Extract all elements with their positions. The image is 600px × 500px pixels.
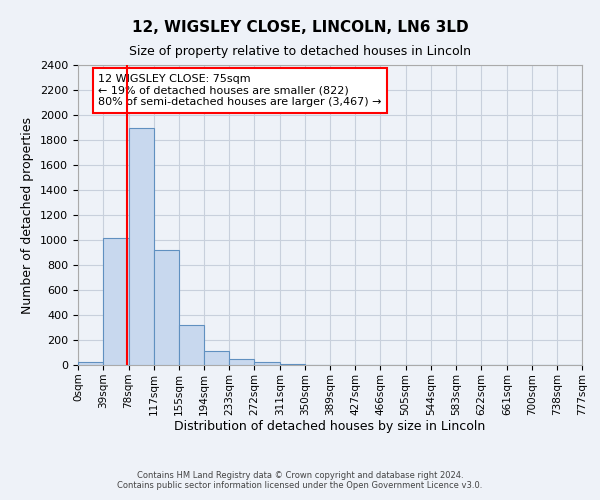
- Bar: [128, 128, 154, 365]
- Bar: [229, 359, 254, 365]
- Bar: [280, 364, 305, 365]
- Bar: [204, 351, 229, 365]
- Text: Contains HM Land Registry data © Crown copyright and database right 2024.
Contai: Contains HM Land Registry data © Crown c…: [118, 470, 482, 490]
- Bar: [78, 362, 103, 365]
- Y-axis label: Number of detached properties: Number of detached properties: [22, 116, 34, 314]
- Text: 12, WIGSLEY CLOSE, LINCOLN, LN6 3LD: 12, WIGSLEY CLOSE, LINCOLN, LN6 3LD: [131, 20, 469, 35]
- X-axis label: Distribution of detached houses by size in Lincoln: Distribution of detached houses by size …: [175, 420, 485, 434]
- Text: 12 WIGSLEY CLOSE: 75sqm
← 19% of detached houses are smaller (822)
80% of semi-d: 12 WIGSLEY CLOSE: 75sqm ← 19% of detache…: [98, 74, 382, 107]
- Text: Size of property relative to detached houses in Lincoln: Size of property relative to detached ho…: [129, 45, 471, 58]
- Bar: [179, 325, 204, 365]
- Bar: [103, 238, 128, 365]
- Bar: [254, 362, 280, 365]
- Bar: [154, 250, 179, 365]
